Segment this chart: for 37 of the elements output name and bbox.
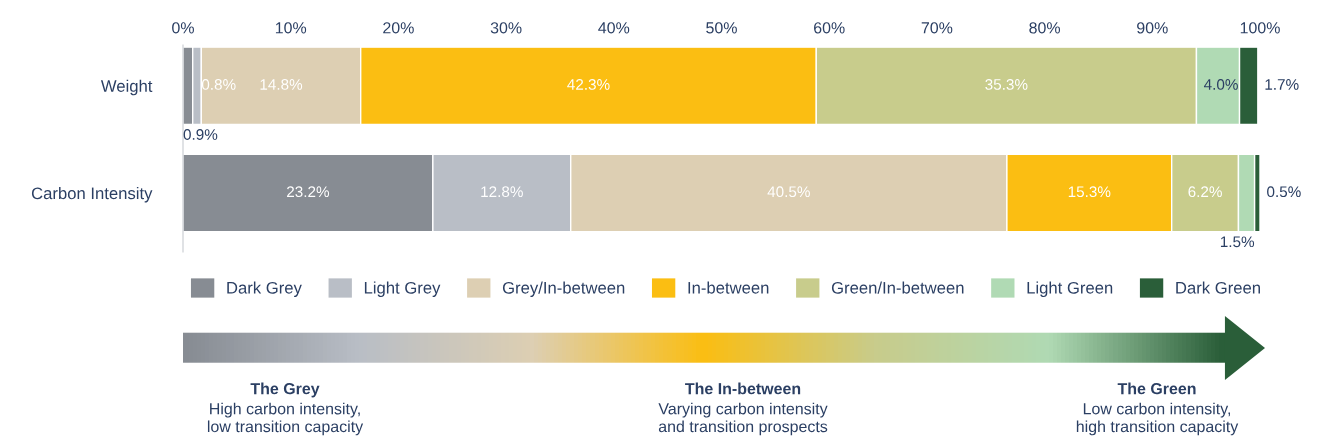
x-tick-label: 0% (172, 22, 194, 34)
text: The Green Low carbon intensity, high transition capacity (1076, 382, 1239, 436)
data-label: 1.7% (1265, 79, 1299, 90)
x-tick-label: 100% (1240, 22, 1280, 34)
x-tick-label: 10% (275, 22, 307, 34)
x-tick-label: 30% (490, 22, 522, 34)
data-label: 0.9% (183, 129, 218, 140)
data-label: 12.8% (481, 186, 523, 198)
x-tick-label: 50% (706, 22, 737, 34)
data-label: 6.2% (1188, 186, 1222, 198)
data-label: 0.5% (1267, 186, 1301, 198)
legend-label: In-between (688, 281, 769, 294)
x-tick-label: 70% (921, 22, 953, 34)
y-tick-label: Carbon Intensity (31, 186, 153, 203)
data-label: 35.3% (985, 79, 1028, 90)
text: The Grey High carbon intensity, low transition capacity (207, 382, 364, 436)
legend-label: Light Green (1027, 281, 1113, 297)
y-tick-label: Weight (100, 79, 153, 96)
data-label: 4.0% (1203, 79, 1238, 90)
x-tick-label: 20% (383, 22, 414, 34)
legend-label: Light Grey (364, 281, 441, 297)
legend-label: Dark Grey (227, 281, 302, 297)
data-label: 1.5% (1220, 236, 1255, 248)
x-tick-label: 60% (814, 22, 845, 34)
data-label: 40.5% (767, 186, 810, 198)
legend-label: Green/In-between (831, 281, 964, 294)
text: The In-between Varying carbon intensity and transition prospects (658, 382, 828, 436)
data-label: 14.8% (260, 79, 303, 90)
data-label: 42.3% (567, 79, 610, 90)
x-tick-label: 40% (598, 22, 630, 34)
legend-label: Dark Green (1176, 281, 1260, 294)
x-tick-label: 80% (1029, 22, 1061, 34)
x-tick-label: 90% (1137, 22, 1168, 34)
data-label: 0.8% (201, 79, 236, 90)
data-label: 15.3% (1068, 186, 1111, 198)
legend-label: Grey/In-between (502, 281, 625, 297)
data-label: 23.2% (287, 186, 330, 198)
